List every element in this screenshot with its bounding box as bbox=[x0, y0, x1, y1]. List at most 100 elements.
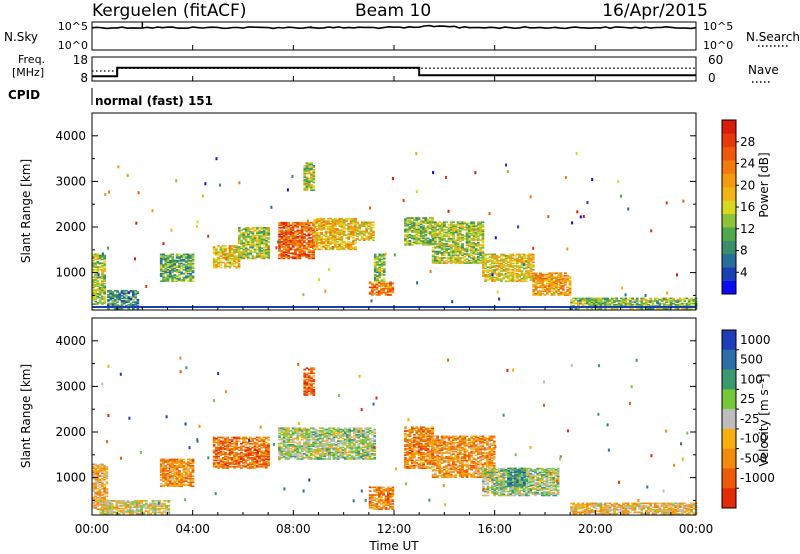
heatmap-cell bbox=[123, 302, 126, 305]
heatmap-cell bbox=[94, 487, 97, 490]
heatmap-cell bbox=[156, 500, 159, 502]
heatmap-cell bbox=[356, 238, 359, 240]
heatmap-cell bbox=[363, 225, 366, 228]
heatmap-cell bbox=[247, 242, 250, 244]
heatmap-cell bbox=[260, 450, 264, 453]
heatmap-cell bbox=[415, 223, 419, 226]
heatmap-cell bbox=[559, 278, 563, 281]
heatmap-cell bbox=[287, 241, 290, 243]
heatmap-cell bbox=[173, 472, 177, 475]
heatmap-cell bbox=[264, 445, 268, 448]
heatmap-cell bbox=[367, 238, 371, 240]
heatmap-cell bbox=[94, 293, 97, 295]
heatmap-cell bbox=[113, 507, 116, 510]
heatmap-cell bbox=[159, 253, 163, 256]
heatmap-cell bbox=[260, 444, 264, 446]
heatmap-cell bbox=[219, 460, 223, 463]
heatmap-cell bbox=[592, 302, 596, 305]
heatmap-cell bbox=[369, 224, 373, 226]
heatmap-cell bbox=[282, 253, 286, 256]
heatmap-cell bbox=[166, 263, 170, 266]
heatmap-cell bbox=[586, 298, 589, 301]
heatmap-cell bbox=[557, 292, 560, 295]
heatmap-cell bbox=[94, 263, 97, 266]
heatmap-cell bbox=[465, 244, 469, 246]
heatmap-cell bbox=[120, 304, 124, 306]
heatmap-cell bbox=[173, 270, 177, 272]
heatmap-cell bbox=[434, 232, 437, 235]
heatmap-cell bbox=[532, 294, 536, 296]
heatmap-cell bbox=[541, 287, 545, 290]
heatmap-cell bbox=[169, 270, 172, 272]
heatmap-cell bbox=[129, 501, 132, 503]
heatmap-cell bbox=[477, 229, 480, 231]
heatmap-cell bbox=[413, 231, 416, 233]
heatmap-cell bbox=[564, 281, 567, 284]
heatmap-cell bbox=[579, 300, 582, 302]
heatmap-cell bbox=[541, 282, 545, 285]
heatmap-cell bbox=[178, 256, 181, 258]
heatmap-cell bbox=[212, 464, 216, 467]
heatmap-cell bbox=[105, 466, 109, 468]
heatmap-cell bbox=[531, 276, 535, 279]
heatmap-cell bbox=[287, 244, 290, 247]
heatmap-cell bbox=[235, 437, 239, 440]
heatmap-cell bbox=[249, 239, 252, 242]
heatmap-cell bbox=[438, 258, 442, 261]
heatmap-cell bbox=[322, 217, 326, 220]
heatmap-cell bbox=[249, 457, 252, 459]
heatmap-cell bbox=[550, 285, 554, 287]
heatmap-cell bbox=[165, 511, 168, 514]
heatmap-cell bbox=[171, 256, 174, 258]
heatmap-cell bbox=[169, 477, 172, 480]
heatmap-cell bbox=[513, 258, 517, 261]
heatmap-cell bbox=[431, 230, 435, 232]
heatmap-cell bbox=[470, 221, 473, 224]
heatmap-cell bbox=[251, 451, 254, 454]
heatmap-cell bbox=[408, 223, 412, 226]
heatmap-cell bbox=[160, 511, 164, 514]
heatmap-cell bbox=[251, 255, 255, 257]
heatmap-cell bbox=[235, 451, 239, 454]
heatmap-cell bbox=[287, 257, 290, 260]
heatmap-cell bbox=[436, 246, 439, 249]
heatmap-cell bbox=[226, 440, 230, 443]
heatmap-cell bbox=[298, 255, 302, 257]
heatmap-cell bbox=[164, 269, 168, 271]
heatmap-cell bbox=[413, 238, 416, 241]
heatmap-cell bbox=[320, 243, 323, 246]
heatmap-cell bbox=[219, 250, 223, 252]
heatmap-cell bbox=[238, 257, 241, 260]
heatmap-cell bbox=[228, 245, 232, 247]
heatmap-cell bbox=[166, 475, 170, 477]
heatmap-cell bbox=[96, 295, 100, 298]
heatmap-cell bbox=[265, 227, 268, 229]
heatmap-cell bbox=[564, 292, 567, 295]
heatmap-cell bbox=[568, 277, 572, 280]
heatmap-cell bbox=[187, 254, 190, 257]
heatmap-cell bbox=[318, 231, 321, 234]
heatmap-cell bbox=[312, 165, 316, 167]
freq-tick-top: 18 bbox=[73, 53, 88, 67]
heatmap-cell bbox=[309, 229, 313, 232]
heatmap-cell bbox=[258, 450, 261, 453]
heatmap-cell bbox=[443, 252, 446, 254]
heatmap-cell bbox=[173, 461, 177, 463]
heatmap-cell bbox=[352, 239, 355, 242]
heatmap-cell bbox=[240, 454, 243, 457]
heatmap-cell bbox=[406, 237, 409, 240]
heatmap-cell bbox=[280, 255, 284, 257]
heatmap-cell bbox=[133, 511, 137, 514]
heatmap-cell bbox=[278, 248, 281, 251]
heatmap-cell bbox=[265, 243, 268, 246]
heatmap-cell bbox=[310, 175, 313, 177]
heatmap-cell bbox=[529, 195, 532, 199]
heatmap-cell bbox=[189, 277, 193, 280]
heatmap-cell bbox=[516, 257, 519, 260]
heatmap-cell bbox=[429, 232, 432, 235]
heatmap-cell bbox=[244, 437, 248, 440]
heatmap-cell bbox=[96, 467, 100, 470]
heatmap-cell bbox=[140, 506, 143, 509]
heatmap-cell bbox=[260, 439, 264, 441]
heatmap-cell bbox=[561, 277, 565, 280]
